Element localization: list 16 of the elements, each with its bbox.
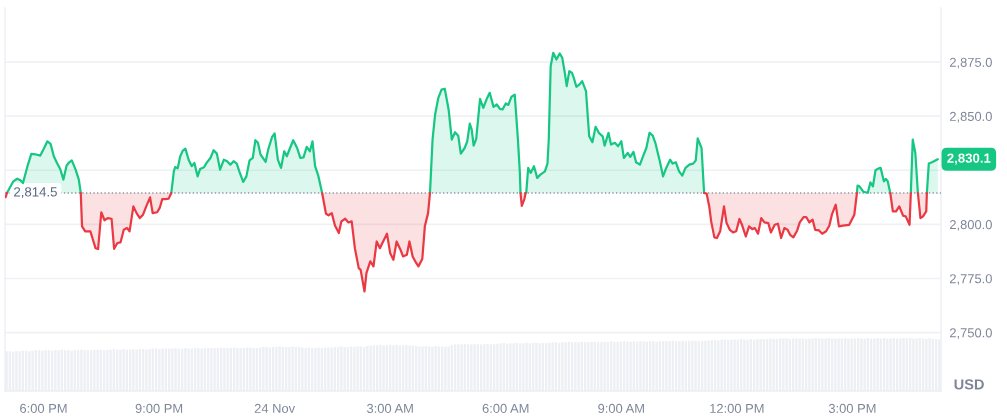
x-tick-label: 12:00 PM [710, 403, 764, 413]
y-tick-label: 2,775.0 [949, 274, 992, 285]
x-tick-label: 3:00 AM [366, 403, 413, 413]
x-tick-label: 6:00 AM [482, 403, 529, 413]
x-tick-label: 9:00 PM [135, 403, 183, 413]
annotation: 2,830.1 [947, 153, 991, 165]
x-tick-label: 3:00 PM [828, 403, 876, 413]
y-tick-label: 2,850.0 [949, 111, 992, 123]
y-tick-label: 2,800.0 [949, 220, 992, 231]
x-tick-label: 9:00 AM [598, 403, 644, 413]
ref-line-label: 2,814.5 [14, 187, 57, 199]
y-tick-label: 2,750.0 [949, 328, 992, 339]
y-tick-label: 2,875.0 [949, 57, 992, 69]
x-tick-label: 24 Nov [254, 403, 296, 413]
y-axis-title: USD [954, 379, 984, 390]
x-tick-label: 6:00 PM [20, 403, 67, 413]
